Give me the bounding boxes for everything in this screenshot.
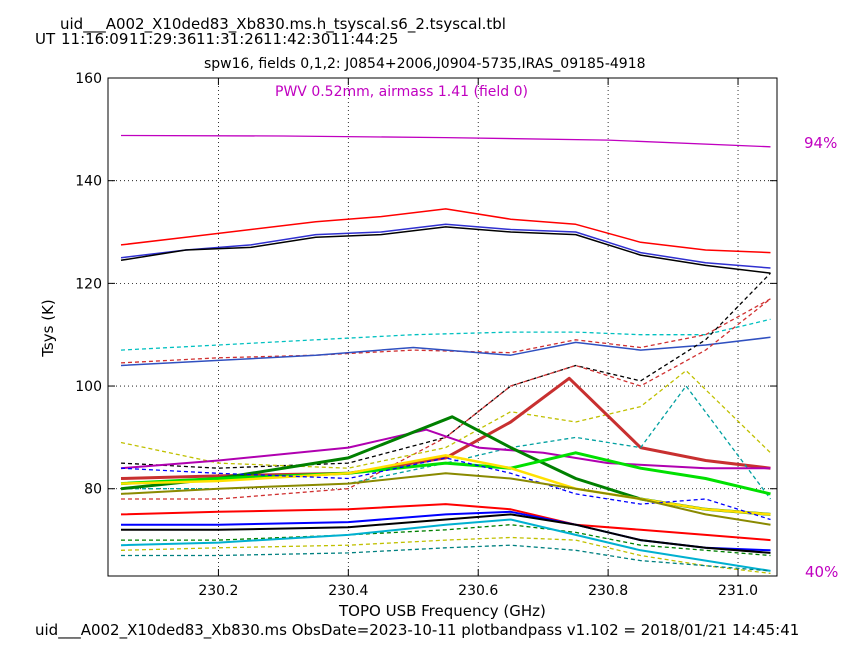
ut-time-5: 11:44:25 <box>331 30 399 48</box>
series-line-15 <box>120 454 771 516</box>
series-line-3 <box>120 226 771 274</box>
plot-area <box>108 78 777 576</box>
x-tick-label-230.8: 230.8 <box>588 583 628 599</box>
x-tick-label-230.2: 230.2 <box>198 583 238 599</box>
y-tick-label-80: 80 <box>84 482 102 498</box>
series-line-18 <box>120 503 771 542</box>
ut-time-1: 11:16:09 <box>61 30 129 48</box>
ut-time-2: 11:29:36 <box>129 30 197 48</box>
pwv-annotation: PWV 0.52mm, airmass 1.41 (field 0) <box>275 84 529 100</box>
series-line-1 <box>120 208 771 254</box>
y-tick-label-140: 140 <box>75 174 102 190</box>
series-line-20 <box>121 513 771 554</box>
series-line-4 <box>120 318 771 351</box>
series-line-17 <box>120 472 771 526</box>
x-axis-label: TOPO USB Frequency (GHz) <box>339 602 546 620</box>
y-tick-label-100: 100 <box>75 379 102 395</box>
series-line-2 <box>120 223 771 269</box>
transmission-curve <box>120 134 771 148</box>
x-tick-label-231.0: 231.0 <box>718 583 758 599</box>
series-line-7 <box>120 272 771 469</box>
series-line-21 <box>121 524 771 557</box>
ut-time-4: 11:42:30 <box>263 30 331 48</box>
series-line-8 <box>121 298 771 500</box>
x-tick-label-230.6: 230.6 <box>458 583 498 599</box>
chart-title: spw16, fields 0,1,2: J0854+2006,J0904-57… <box>204 56 646 72</box>
series-line-12 <box>120 428 771 470</box>
footer-info: uid___A002_X10ded83_Xb830.ms ObsDate=202… <box>35 621 800 639</box>
series-line-22 <box>120 518 771 572</box>
plot-frame <box>107 77 778 577</box>
series-line-23 <box>120 536 771 575</box>
series-line-24 <box>121 544 771 572</box>
y-tick-label-120: 120 <box>75 276 102 292</box>
series-line-16 <box>120 457 771 521</box>
y-tick-label-160: 160 <box>75 71 102 87</box>
series-line-9 <box>120 369 771 469</box>
x-tick-label-230.4: 230.4 <box>328 583 368 599</box>
series-line-6 <box>120 336 771 367</box>
ut-time-3: 11:31:26 <box>196 30 264 48</box>
transmission-top-label: 94% <box>804 134 838 152</box>
table-name-title: uid___A002_X10ded83_Xb830.ms.h_tsyscal.s… <box>60 15 506 33</box>
transmission-bottom-label: 40% <box>805 563 839 581</box>
ut-label: UT <box>35 30 56 48</box>
y-axis-label: Tsys (K) <box>39 299 57 357</box>
